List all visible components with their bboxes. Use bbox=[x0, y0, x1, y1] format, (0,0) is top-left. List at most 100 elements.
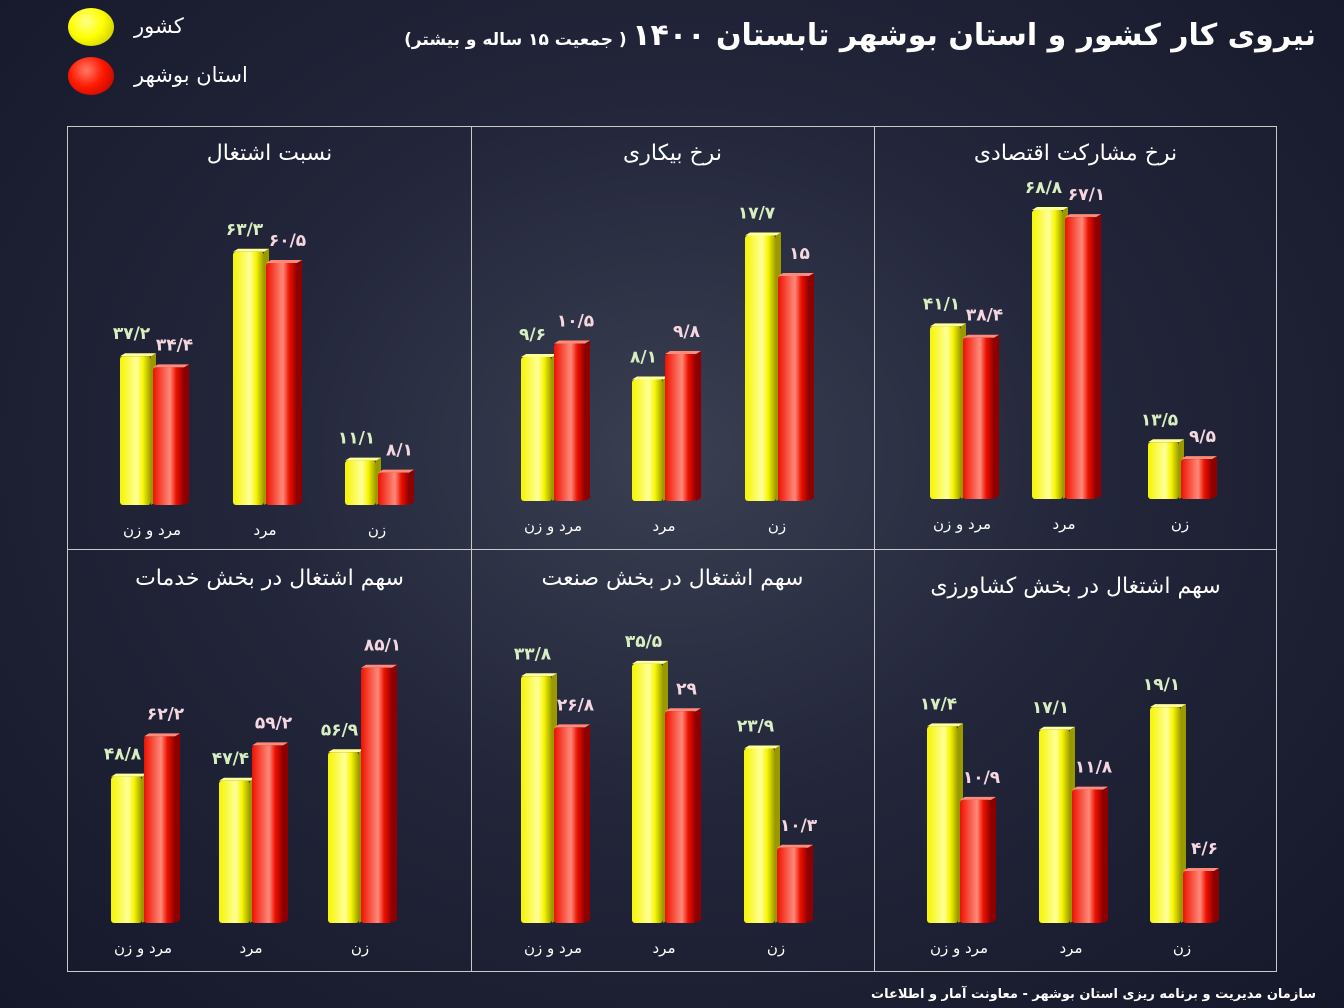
value-label-country: ۴۷/۴ bbox=[212, 749, 249, 769]
legend-item-country: کشور bbox=[68, 8, 288, 52]
value-label-country: ۲۳/۹ bbox=[737, 717, 775, 737]
value-label-province: ۸/۱ bbox=[386, 441, 413, 461]
value-label-province: ۶۲/۲ bbox=[147, 704, 185, 724]
value-label-country: ۱۱/۱ bbox=[338, 429, 375, 449]
bar-country bbox=[233, 248, 269, 506]
bar-country bbox=[1148, 439, 1184, 499]
value-label-province: ۸۵/۱ bbox=[364, 636, 401, 656]
panel-title: نسبت اشتغال bbox=[206, 141, 333, 166]
panel-employment-ratio: ۳۷/۲ ۳۴/۴ مرد و زن ۶۳/۳ ۶۰/۵ مرد ۱۱/۱ ۸/۱ زن نسب… bbox=[68, 127, 471, 550]
bar-province bbox=[665, 708, 701, 923]
value-label-country: ۱۷/۱ bbox=[1032, 698, 1069, 718]
category-label: مرد و زن bbox=[123, 521, 181, 539]
bar-province bbox=[1183, 868, 1219, 923]
bar-country bbox=[1032, 207, 1068, 499]
value-label-province: ۳۸/۴ bbox=[966, 306, 1003, 326]
bar-country bbox=[521, 354, 557, 501]
value-label-country: ۱۹/۱ bbox=[1143, 675, 1180, 695]
value-label-country: ۳۵/۵ bbox=[625, 632, 662, 652]
bar-country bbox=[1150, 704, 1186, 923]
panel-economic-participation: ۴۱/۱ ۳۸/۴ مرد و زن ۶۸/۸ ۶۷/۱ مرد ۱۳/۵ ۹/۵ زن نرخ… bbox=[874, 127, 1277, 550]
value-label-province: ۱۰/۳ bbox=[780, 816, 818, 836]
value-label-country: ۳۷/۲ bbox=[113, 324, 151, 344]
bar-province bbox=[144, 733, 180, 923]
category-label: مرد bbox=[1053, 515, 1076, 533]
bar-country bbox=[632, 660, 668, 923]
panel-title: نرخ مشارکت اقتصادی bbox=[973, 141, 1178, 166]
bar-country bbox=[120, 353, 156, 505]
bar-province bbox=[778, 273, 814, 501]
bar-country bbox=[345, 457, 381, 505]
footer-source: سازمان مدیریت و برنامه ریزی استان بوشهر … bbox=[871, 987, 1316, 1002]
bar-country bbox=[930, 323, 966, 499]
chart-svg: ۳۷/۲۳۴/۴ مرد و زن ۶۳/۳۶۰/۵ مرد ۱۱/۱ ۸/۱ زن bbox=[113, 220, 414, 539]
bar-province bbox=[963, 334, 999, 499]
value-label-country: ۸/۱ bbox=[630, 348, 657, 368]
category-label: مرد و زن bbox=[930, 939, 988, 957]
legend-item-province: استان بوشهر bbox=[68, 57, 288, 101]
title-main: نیروی کار کشور و استان بوشهر تابستان ۱۴۰… bbox=[632, 18, 1316, 53]
value-label-province: ۵۹/۲ bbox=[255, 713, 293, 733]
chart-svg: ۴۸/۸ ۶۲/۲ مرد و زن ۴۷/۴ ۵۹/۲ مرد ۵۶/۹ ۸۵/۱ زن bbox=[104, 636, 401, 957]
value-label-province: ۶۷/۱ bbox=[1068, 185, 1105, 205]
category-label: مرد و زن bbox=[524, 939, 582, 957]
bar-country bbox=[328, 749, 364, 923]
value-label-country: ۱۷/۷ bbox=[738, 204, 776, 224]
value-label-country: ۵۶/۹ bbox=[321, 720, 359, 740]
title-sub: ( جمعیت ۱۵ ساله و بیشتر) bbox=[404, 30, 627, 50]
chart-grid: ۴۱/۱ ۳۸/۴ مرد و زن ۶۸/۸ ۶۷/۱ مرد ۱۳/۵ ۹/۵ زن نرخ… bbox=[67, 126, 1277, 972]
bar-country bbox=[219, 777, 255, 923]
value-label-country: ۴۸/۸ bbox=[104, 745, 142, 765]
bar-province bbox=[665, 351, 701, 501]
panel-title: نرخ بیکاری bbox=[623, 141, 722, 166]
panel-agriculture-share: ۱۷/۴ ۱۰/۹ مرد و زن ۱۷/۱ ۱۱/۸ مرد ۱۹/۱ ۴/۶ زن سهم… bbox=[874, 550, 1277, 973]
bar-province bbox=[1072, 786, 1108, 923]
value-label-province: ۶۰/۵ bbox=[269, 231, 306, 251]
bar-country bbox=[927, 723, 963, 923]
bar-province bbox=[1065, 214, 1101, 499]
value-label-country: ۶۳/۳ bbox=[226, 220, 264, 240]
category-label: مرد bbox=[653, 939, 676, 957]
value-label-province: ۳۴/۴ bbox=[156, 335, 193, 355]
bar-province bbox=[378, 469, 414, 505]
value-label-province: ۲۹ bbox=[676, 679, 697, 699]
category-label: زن bbox=[351, 939, 369, 957]
value-label-province: ۱۰/۹ bbox=[963, 768, 1001, 788]
category-label: مرد bbox=[653, 517, 676, 535]
category-label: مرد و زن bbox=[933, 515, 991, 533]
chart-svg: ۱۷/۴ ۱۰/۹ مرد و زن ۱۷/۱ ۱۱/۸ مرد ۱۹/۱ ۴/۶ زن bbox=[920, 675, 1219, 957]
bar-province bbox=[1181, 456, 1217, 499]
bar-province bbox=[554, 724, 590, 923]
category-label: زن bbox=[767, 939, 785, 957]
panel-title: سهم اشتغال در بخش صنعت bbox=[541, 566, 804, 591]
bar-province bbox=[554, 340, 590, 501]
bar-country bbox=[744, 745, 780, 923]
category-label: زن bbox=[1173, 939, 1191, 957]
value-label-province: ۱۰/۵ bbox=[557, 312, 594, 332]
legend-swatch-province bbox=[68, 57, 114, 95]
legend-label-country: کشور bbox=[134, 14, 184, 38]
value-label-country: ۱۳/۵ bbox=[1141, 410, 1178, 430]
chart-title: نیروی کار کشور و استان بوشهر تابستان ۱۴۰… bbox=[404, 18, 1316, 53]
value-label-province: ۴/۶ bbox=[1191, 839, 1218, 859]
legend-label-province: استان بوشهر bbox=[134, 63, 248, 87]
bar-province bbox=[153, 364, 189, 505]
panel-unemployment: ۹/۶ ۱۰/۵ مرد و زن ۸/۱ ۹/۸ مرد ۱۷/۷ ۱۵ زن نرخ بیک… bbox=[471, 127, 874, 550]
chart-svg: ۴۱/۱ ۳۸/۴ مرد و زن ۶۸/۸ ۶۷/۱ مرد ۱۳/۵ ۹/۵ زن bbox=[923, 178, 1217, 533]
value-label-country: ۶۸/۸ bbox=[1025, 178, 1063, 198]
chart-svg: ۹/۶ ۱۰/۵ مرد و زن ۸/۱ ۹/۸ مرد ۱۷/۷ ۱۵ زن bbox=[519, 204, 814, 535]
panel-services-share: ۴۸/۸ ۶۲/۲ مرد و زن ۴۷/۴ ۵۹/۲ مرد ۵۶/۹ ۸۵/۱ زن سه… bbox=[68, 550, 471, 973]
category-label: زن bbox=[768, 517, 786, 535]
panel-title: سهم اشتغال در بخش کشاورزی bbox=[930, 574, 1221, 599]
category-label: مرد bbox=[240, 939, 263, 957]
bar-province bbox=[777, 844, 813, 923]
grid-divider bbox=[68, 549, 1276, 550]
value-label-province: ۱۵ bbox=[789, 244, 810, 264]
panel-industry-share: ۳۳/۸ ۲۶/۸ مرد و زن ۳۵/۵ ۲۹ مرد ۲۳/۹ ۱۰/۳ زن سهم … bbox=[471, 550, 874, 973]
bar-country bbox=[1039, 726, 1075, 923]
category-label: مرد bbox=[254, 521, 277, 539]
bar-province bbox=[960, 796, 996, 923]
bar-country bbox=[521, 673, 557, 923]
value-label-province: ۲۶/۸ bbox=[557, 695, 595, 715]
value-label-country: ۱۷/۴ bbox=[920, 694, 957, 714]
